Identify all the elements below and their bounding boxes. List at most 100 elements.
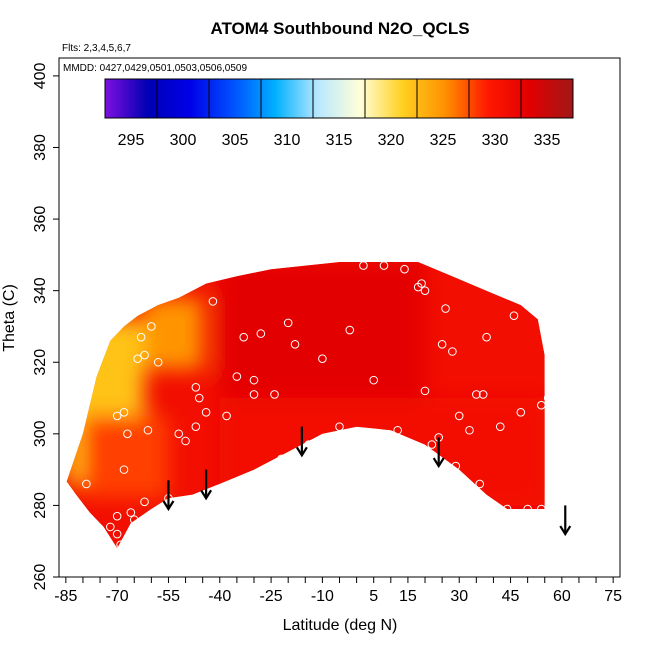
- sample-point: [147, 322, 156, 331]
- sample-point: [133, 354, 142, 363]
- sample-markers: [58, 261, 553, 550]
- sample-point: [208, 297, 218, 306]
- x-tick-label: 45: [502, 588, 520, 605]
- x-tick-label: 75: [604, 588, 622, 605]
- sample-point: [249, 375, 259, 385]
- y-tick-label: 300: [32, 420, 49, 447]
- y-tick-label: 400: [32, 62, 49, 89]
- sample-point: [129, 515, 139, 525]
- sample-point: [194, 393, 204, 403]
- sample-point: [256, 329, 266, 338]
- sample-point: [437, 340, 447, 349]
- flight-arrow-head: [162, 500, 175, 512]
- sample-point: [345, 325, 355, 335]
- colorbar-tick-label: 330: [482, 132, 509, 149]
- flight-arrow-head: [432, 457, 445, 469]
- y-tick-label: 340: [32, 277, 49, 304]
- field-region: [219, 262, 426, 399]
- sample-point: [283, 318, 293, 328]
- sample-point: [420, 286, 430, 295]
- sample-point: [400, 264, 409, 274]
- sample-point: [427, 440, 437, 449]
- sample-point: [181, 436, 190, 446]
- sample-point: [106, 522, 115, 532]
- flight-arrow-head: [559, 525, 572, 537]
- sample-point: [140, 497, 149, 507]
- sample-point: [201, 408, 211, 417]
- sample-point: [454, 411, 464, 421]
- sample-point: [143, 425, 153, 435]
- sample-point: [335, 422, 344, 431]
- y-tick-label: 360: [32, 206, 49, 233]
- sample-point: [369, 375, 379, 385]
- x-axis-label: Latitude (deg N): [283, 617, 398, 634]
- sample-point: [277, 454, 286, 464]
- colorbar-tick-label: 325: [430, 132, 457, 149]
- x-axis: -85 -70 -55 -40 -25 -10 5 15 30 45 60 75: [54, 577, 622, 605]
- sample-point: [136, 332, 146, 342]
- sample-point: [249, 390, 259, 399]
- sample-point: [239, 332, 249, 342]
- sample-point: [359, 261, 368, 270]
- x-tick-label: -55: [157, 588, 180, 605]
- colorbar-tick-label: 335: [534, 132, 561, 149]
- colorbar-tick-label: 310: [274, 132, 301, 149]
- flight-arrow-head: [200, 489, 213, 501]
- sample-point: [475, 479, 485, 489]
- x-tick-label: 15: [399, 588, 417, 605]
- sample-point: [304, 440, 314, 449]
- colorbar-tick-label: 305: [222, 132, 249, 149]
- colorbar-box: [104, 78, 574, 119]
- sample-point: [116, 540, 125, 550]
- sample-point: [232, 372, 242, 381]
- sample-point: [362, 429, 372, 439]
- sample-point: [123, 429, 132, 439]
- x-tick-label: -10: [311, 588, 334, 605]
- x-tick-label: -85: [54, 588, 77, 605]
- flight-arrow-head: [295, 446, 308, 458]
- sample-point: [290, 340, 300, 349]
- sample-point: [112, 511, 122, 521]
- x-tick-label: -40: [208, 588, 231, 605]
- sample-point: [191, 382, 201, 392]
- sample-point: [543, 393, 553, 403]
- sample-point: [451, 461, 461, 471]
- sample-point: [153, 357, 163, 367]
- flight-arrows: [162, 426, 572, 537]
- sample-point: [465, 425, 474, 435]
- sample-point: [191, 422, 201, 431]
- sample-point: [379, 261, 389, 270]
- sample-point: [222, 411, 231, 421]
- field-clipped: [65, 262, 545, 549]
- sample-point: [112, 411, 122, 421]
- sample-point: [448, 347, 457, 356]
- y-tick-label: 260: [32, 564, 49, 591]
- sample-point: [537, 400, 546, 410]
- sample-point: [393, 425, 402, 435]
- sample-point: [174, 429, 184, 439]
- colorbar-tick-label: 315: [326, 132, 353, 149]
- sample-point: [126, 508, 136, 517]
- sample-point: [540, 311, 550, 321]
- sample-point: [112, 529, 122, 539]
- y-tick-label: 380: [32, 134, 49, 161]
- sample-point: [472, 390, 481, 399]
- y-axis: 260 280 300 320 340 360 380 400: [32, 62, 59, 590]
- x-tick-label: 30: [450, 588, 468, 605]
- sample-point: [318, 354, 327, 363]
- sample-point: [482, 332, 491, 342]
- y-tick-label: 320: [32, 349, 49, 376]
- y-tick-label: 280: [32, 492, 49, 519]
- sample-point: [441, 304, 450, 313]
- sample-point: [259, 468, 269, 478]
- colorbar-tick-label: 295: [118, 132, 145, 149]
- color-field: [65, 262, 545, 549]
- sample-point: [82, 479, 91, 489]
- y-axis-label: Theta (C): [1, 284, 18, 352]
- x-tick-label: 5: [369, 588, 378, 605]
- sample-point: [502, 504, 512, 514]
- sample-point: [417, 279, 426, 288]
- sample-point: [523, 504, 532, 514]
- x-tick-label: -70: [106, 588, 129, 605]
